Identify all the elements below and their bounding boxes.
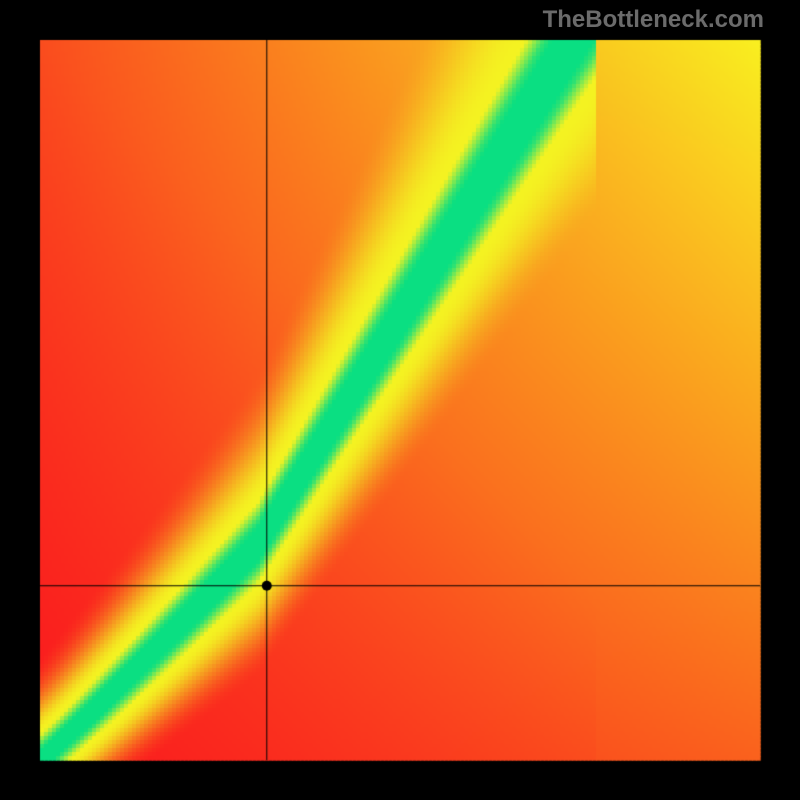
bottleneck-heatmap bbox=[0, 0, 800, 800]
chart-container: TheBottleneck.com bbox=[0, 0, 800, 800]
watermark-text: TheBottleneck.com bbox=[543, 6, 764, 34]
